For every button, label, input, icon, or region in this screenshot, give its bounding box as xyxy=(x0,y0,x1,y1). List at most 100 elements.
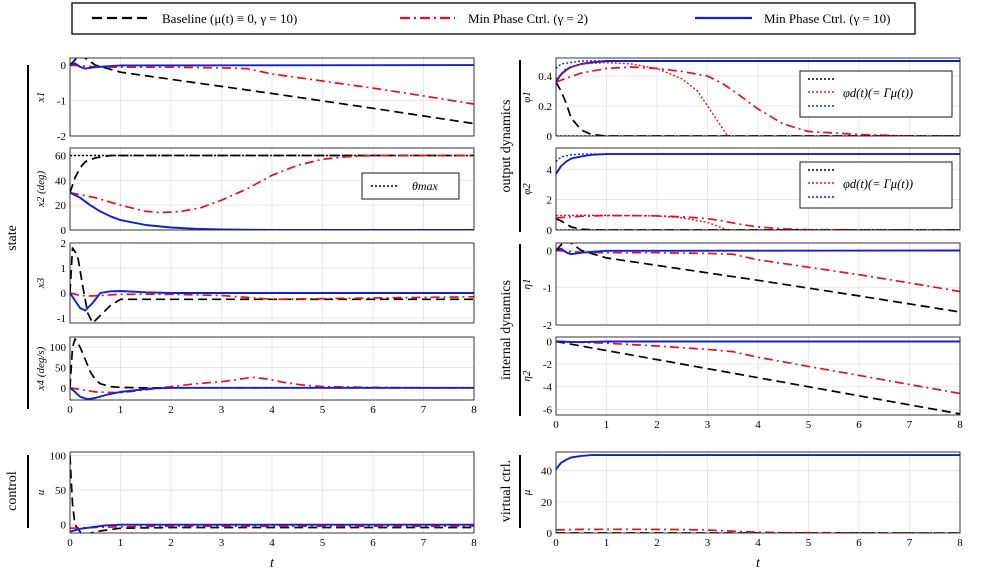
theta-legend-label: θmax xyxy=(412,179,439,193)
x-tick-label: 7 xyxy=(421,404,427,416)
y-axis-label: x4 (deg/s) xyxy=(35,346,47,391)
x-tick-label: 8 xyxy=(471,537,477,549)
x-tick-label: 4 xyxy=(755,419,761,431)
axes-frame xyxy=(69,57,475,137)
y-tick-label: 4 xyxy=(547,164,553,176)
series-x4-baseline xyxy=(70,338,474,389)
phi2-legend: φd(t)(= Γμ(t)) xyxy=(799,161,953,209)
series-phi1-mp2 xyxy=(556,66,960,136)
x-tick-label: 8 xyxy=(471,404,477,416)
x-tick-label: 0 xyxy=(553,419,559,431)
y-tick-label: 0 xyxy=(547,131,553,143)
x-tick-label: 4 xyxy=(269,537,275,549)
subplot-x2: 60 40 20 0 x2 (deg) xyxy=(35,147,475,237)
y-tick-label: 20 xyxy=(541,497,553,509)
axes-frame xyxy=(555,242,961,326)
series-x3-mp10 xyxy=(70,290,474,312)
top-legend: Baseline (μ(t) ≡ 0, γ = 10) Min Phase Ct… xyxy=(71,2,916,35)
x-tick-label: 7 xyxy=(421,537,427,549)
y-tick-label: 2 xyxy=(547,195,553,207)
x-tick-label: 0 xyxy=(553,537,559,549)
x-tick-label: 3 xyxy=(219,537,225,549)
series-eta1-mp10 xyxy=(556,247,960,256)
phi1-legend-label: φd(t)(= Γμ(t)) xyxy=(843,86,913,100)
series-mu-mp10 xyxy=(556,454,960,470)
y-axis-label: η2 xyxy=(521,370,533,381)
x-tick-label: 7 xyxy=(907,419,913,431)
x-tick-label: 0 xyxy=(67,537,73,549)
y-tick-label: 20 xyxy=(55,200,67,212)
legend-mp2-label: Min Phase Ctrl. (γ = 2) xyxy=(468,11,588,26)
axes-frame xyxy=(69,451,475,534)
phi2-legend-label: φd(t)(= Γμ(t)) xyxy=(843,177,913,191)
y-tick-label: 50 xyxy=(55,485,67,497)
legend-baseline-label: Baseline (μ(t) ≡ 0, γ = 10) xyxy=(162,11,297,26)
series-x2-mp10 xyxy=(70,191,474,230)
series-mu-mp2 xyxy=(556,528,960,533)
y-axis-label: φ2 xyxy=(521,183,533,195)
x-tick-label: 3 xyxy=(705,537,711,549)
series-phi1-baseline xyxy=(556,81,960,136)
series-eta2-baseline xyxy=(556,340,960,415)
y-axis-label: φ1 xyxy=(521,91,533,103)
x-tick-label: 6 xyxy=(856,419,862,431)
series-x3-mp2 xyxy=(70,292,474,301)
y-tick-label: 0 xyxy=(61,520,67,532)
y-tick-label: 100 xyxy=(50,342,67,354)
x-tick-label: 1 xyxy=(118,537,124,549)
y-tick-label: 0 xyxy=(547,225,553,237)
subplot-x4: 100 50 00 1 2 3 4 5 6 7 8 x4 (deg/s) xyxy=(35,336,477,416)
series-x2-baseline xyxy=(70,154,474,193)
legend-box xyxy=(71,2,916,35)
x-tick-label: 3 xyxy=(219,404,225,416)
legend-mp10-label: Min Phase Ctrl. (γ = 10) xyxy=(764,11,890,26)
series-u-baseline xyxy=(70,455,474,533)
x-tick-label: 1 xyxy=(604,537,610,549)
y-tick-label: 60 xyxy=(55,150,67,162)
theta-legend-box xyxy=(361,172,460,200)
y-axis-label: x3 xyxy=(35,277,47,289)
axes-frame xyxy=(69,336,475,401)
subplot-u: 100 50 00 1 2 3 4 5 6 7 8 u xyxy=(35,450,477,549)
series-eta2-mp2 xyxy=(556,340,960,395)
x-tick-label: 5 xyxy=(320,404,326,416)
control-group-label: control xyxy=(5,471,20,511)
series-phi1-phid_mp2 xyxy=(556,61,729,136)
x-tick-label: 5 xyxy=(806,419,812,431)
subplot-eta1: 0 -1 -2 η1 xyxy=(521,242,961,332)
x-tick-label: 5 xyxy=(806,537,812,549)
x-tick-label: 1 xyxy=(604,419,610,431)
y-tick-label: 1 xyxy=(61,263,67,275)
subplot-eta2: 0-2-4-60 1 2 3 4 5 6 7 8η2 xyxy=(521,337,963,431)
x-tick-label: 6 xyxy=(370,404,376,416)
x-axis-label-left: t xyxy=(270,556,275,571)
y-tick-label: 50 xyxy=(55,362,67,374)
x-tick-label: 5 xyxy=(320,537,326,549)
y-tick-label: 0 xyxy=(547,245,553,257)
series-x4-mp10 xyxy=(70,386,474,400)
x-tick-label: 4 xyxy=(755,537,761,549)
y-tick-label: -1 xyxy=(543,283,552,295)
virtual-group-label: virtual ctrl. xyxy=(499,460,514,522)
series-eta1-baseline xyxy=(556,243,960,313)
y-tick-label: -2 xyxy=(543,320,552,332)
y-tick-label: 0 xyxy=(547,528,553,540)
y-tick-label: -1 xyxy=(57,313,66,325)
series-phi2-mp10 xyxy=(556,153,960,175)
y-axis-label: x1 xyxy=(35,92,47,103)
x-tick-label: 6 xyxy=(856,537,862,549)
axes-frame xyxy=(69,147,475,231)
series-eta2-mp10 xyxy=(556,340,960,344)
group-labels: state control output dynamics internal d… xyxy=(5,60,521,528)
y-tick-label: -4 xyxy=(543,382,553,394)
x-axis-label-right: t xyxy=(756,556,761,571)
y-tick-label: 2 xyxy=(61,238,67,250)
series-x3-baseline xyxy=(70,247,474,323)
y-axis-label: u xyxy=(35,489,47,495)
axes-frame xyxy=(555,57,961,137)
y-tick-label: 40 xyxy=(55,175,67,187)
series-phi2-phid_mp2 xyxy=(556,214,728,230)
subplot-x1: 0 -1 -2 x1 xyxy=(35,57,475,143)
y-tick-label: -6 xyxy=(543,404,553,416)
